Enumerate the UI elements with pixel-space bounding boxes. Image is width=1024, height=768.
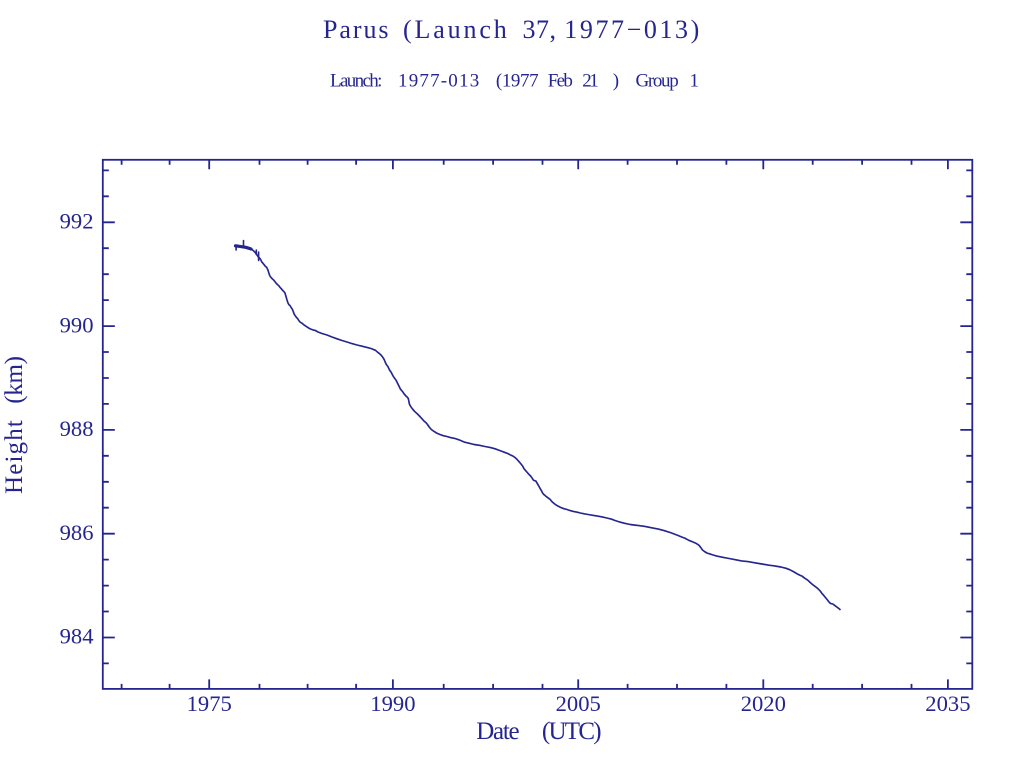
svg-text:1977-013: 1977-013 xyxy=(398,71,479,92)
svg-text:(1977: (1977 xyxy=(496,71,539,92)
svg-text:2035: 2035 xyxy=(925,691,970,716)
svg-text:37,: 37, xyxy=(523,15,557,44)
svg-text:2005: 2005 xyxy=(556,691,601,716)
svg-text:(km): (km) xyxy=(1,356,28,404)
svg-text:2020: 2020 xyxy=(741,691,786,716)
svg-text:Date: Date xyxy=(476,718,519,745)
svg-text:1977−013): 1977−013) xyxy=(564,15,699,44)
svg-text:990: 990 xyxy=(60,312,94,337)
svg-text:Launch:: Launch: xyxy=(330,71,382,92)
svg-text:(Launch: (Launch xyxy=(403,15,507,44)
svg-text:Parus: Parus xyxy=(323,15,389,44)
svg-text:1: 1 xyxy=(690,71,700,92)
svg-text:984: 984 xyxy=(60,624,94,649)
svg-text:1990: 1990 xyxy=(370,691,415,716)
svg-text:21: 21 xyxy=(582,71,599,92)
svg-text:988: 988 xyxy=(60,416,94,441)
svg-text:Group: Group xyxy=(636,71,679,92)
svg-text:Height: Height xyxy=(1,420,28,494)
svg-text:): ) xyxy=(613,71,619,92)
svg-text:1975: 1975 xyxy=(187,691,232,716)
svg-text:986: 986 xyxy=(60,520,94,545)
svg-text:(UTC): (UTC) xyxy=(542,718,602,745)
svg-text:992: 992 xyxy=(60,209,94,234)
svg-text:Feb: Feb xyxy=(548,71,573,92)
